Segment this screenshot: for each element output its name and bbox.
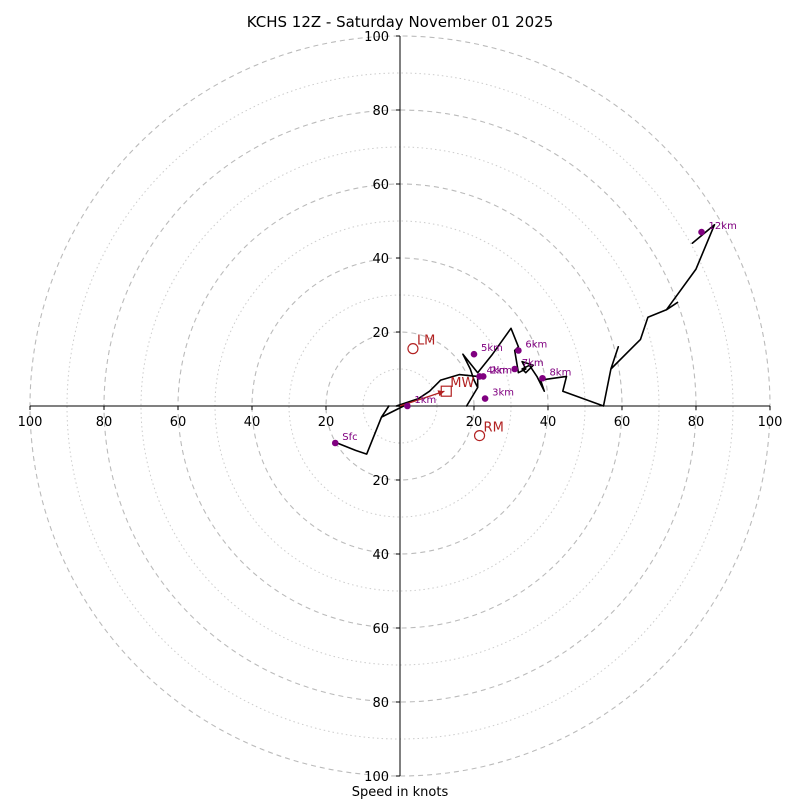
- storm-marker-LM: [407, 343, 419, 355]
- y-tick-label: 100: [364, 30, 389, 45]
- x-tick-label: 20: [466, 415, 483, 430]
- tick-labels: 100 80 60 40 20 20 40 60 80 100 100 80 60 40 20 20 40 60 8…: [18, 30, 783, 785]
- height-marker-5km: [470, 350, 478, 358]
- chart-title: KCHS 12Z - Saturday November 01 2025: [247, 13, 554, 31]
- x-tick-label: 60: [170, 415, 187, 430]
- x-tick-label: 80: [688, 415, 705, 430]
- y-tick-label: 60: [372, 622, 389, 637]
- hodograph-trace: [336, 223, 716, 455]
- height-markers: Sfc 1km 2km 3km 4km 5km 6km 7km 8km 12km: [331, 221, 737, 447]
- storm-marker-label: RM: [484, 421, 504, 436]
- height-marker-label: 8km: [549, 367, 571, 378]
- y-tick-label: 20: [372, 474, 389, 489]
- height-marker-12km: [698, 228, 705, 236]
- height-marker-1km: [404, 402, 411, 410]
- x-tick-label: 20: [318, 415, 335, 430]
- y-tick-label: 80: [372, 104, 389, 119]
- height-marker-label: 1km: [414, 395, 436, 406]
- height-marker-3km: [481, 395, 489, 402]
- height-marker-Sfc: [331, 439, 339, 447]
- hodograph-line: [336, 223, 716, 455]
- height-marker-4km: [476, 373, 483, 380]
- x-tick-label: 40: [540, 415, 557, 430]
- height-marker-7km: [511, 365, 518, 373]
- x-tick-label: 40: [244, 415, 261, 430]
- height-marker-label: 5km: [481, 343, 503, 354]
- storm-marker-RM: [473, 430, 486, 442]
- storm-marker-label: MW: [450, 376, 474, 391]
- height-marker-label: 2km: [490, 365, 512, 376]
- height-marker-6km: [515, 347, 522, 354]
- height-marker-label: 6km: [525, 340, 547, 351]
- y-tick-label: 80: [372, 696, 389, 711]
- height-marker-label: 12km: [709, 221, 737, 232]
- y-tick-label: 20: [372, 326, 389, 341]
- x-tick-label: 100: [758, 415, 783, 430]
- height-marker-label: Sfc: [342, 432, 357, 443]
- height-marker-8km: [539, 374, 546, 382]
- x-tick-label: 80: [96, 415, 113, 430]
- height-marker-label: 7km: [522, 358, 544, 369]
- y-tick-label: 100: [364, 770, 389, 785]
- y-tick-label: 60: [372, 178, 389, 193]
- x-tick-label: 60: [614, 415, 631, 430]
- y-tick-label: 40: [372, 548, 389, 563]
- y-tick-label: 40: [372, 252, 389, 267]
- x-tick-label: 100: [18, 415, 43, 430]
- height-marker-label: 3km: [492, 388, 514, 399]
- storm-marker-MW: [440, 385, 452, 397]
- storm-marker-label: LM: [417, 334, 435, 349]
- storm-motion-markers: LM MW RM: [407, 334, 504, 442]
- x-axis-label: Speed in knots: [352, 785, 449, 800]
- height-marker-label: 4km: [487, 365, 509, 376]
